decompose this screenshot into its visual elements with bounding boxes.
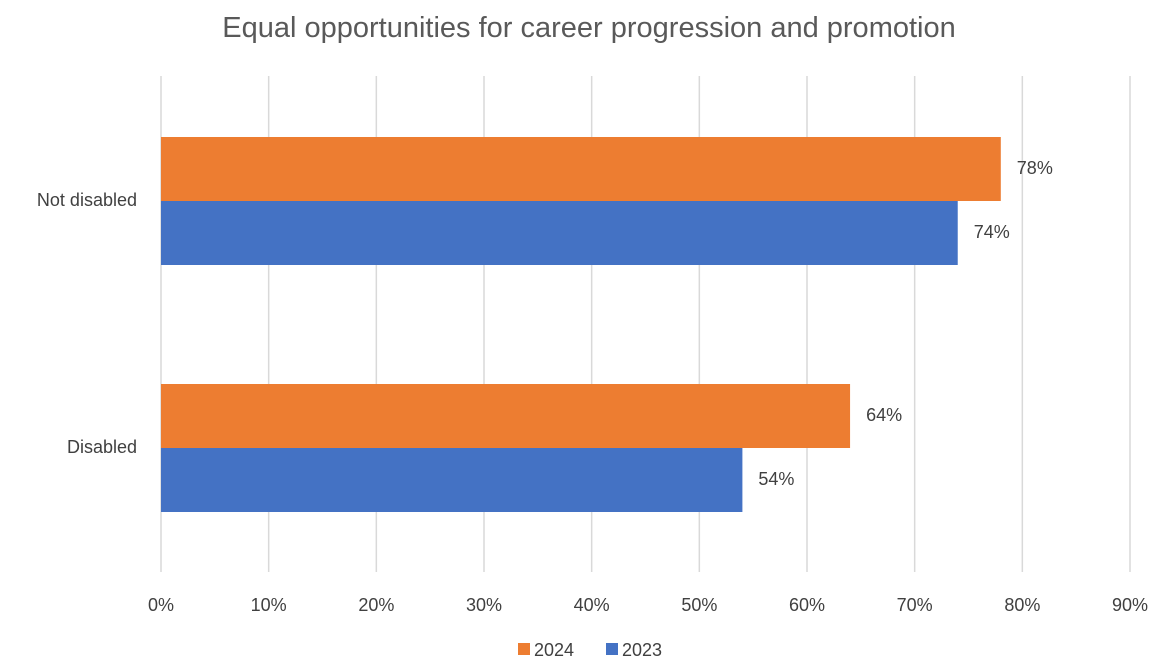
data-labels: 78% 64% 74% 54% <box>758 158 1052 489</box>
legend: 2024 2023 <box>518 640 662 660</box>
x-tick-label: 0% <box>148 595 174 615</box>
bar-2023-disabled <box>161 448 743 512</box>
x-tick-label: 40% <box>574 595 610 615</box>
x-tick-label: 30% <box>466 595 502 615</box>
legend-label: 2023 <box>622 640 662 660</box>
bar-2024-disabled <box>161 384 851 448</box>
category-label: Disabled <box>67 437 137 457</box>
x-tick-label: 10% <box>251 595 287 615</box>
data-label: 64% <box>866 405 902 425</box>
legend-label: 2024 <box>534 640 574 660</box>
x-tick-label: 70% <box>897 595 933 615</box>
bars <box>161 137 1001 512</box>
x-tick-label: 80% <box>1004 595 1040 615</box>
data-label: 74% <box>974 222 1010 242</box>
legend-swatch-2024 <box>518 643 530 655</box>
y-axis-category-labels: Not disabled Disabled <box>37 190 137 457</box>
x-tick-label: 60% <box>789 595 825 615</box>
bar-2024-not-disabled <box>161 137 1001 201</box>
x-tick-label: 90% <box>1112 595 1148 615</box>
bar-2023-not-disabled <box>161 201 958 265</box>
x-tick-label: 50% <box>681 595 717 615</box>
chart-title: Equal opportunities for career progressi… <box>222 12 955 44</box>
x-axis-tick-labels: 0% 10% 20% 30% 40% 50% 60% 70% 80% 90% <box>148 595 1148 615</box>
legend-swatch-2023 <box>606 643 618 655</box>
data-label: 78% <box>1017 158 1053 178</box>
data-label: 54% <box>758 469 794 489</box>
category-label: Not disabled <box>37 190 137 210</box>
x-tick-label: 20% <box>358 595 394 615</box>
